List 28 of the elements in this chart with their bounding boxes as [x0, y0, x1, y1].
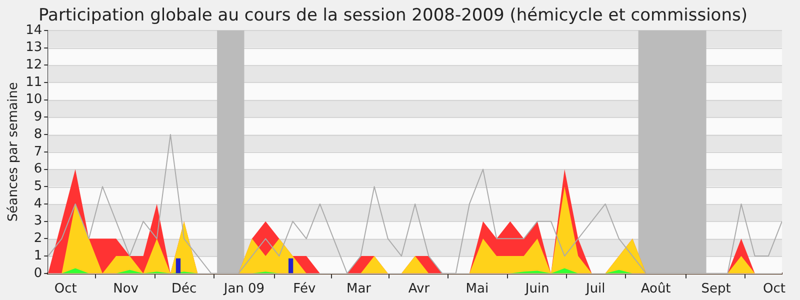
y-tick-label: 0	[34, 266, 42, 281]
y-tick-label: 12	[26, 57, 42, 72]
x-tick-label: Nov	[113, 282, 139, 297]
x-tick-label: Sept	[701, 282, 731, 297]
y-tick-label: 6	[34, 162, 42, 177]
y-tick-label: 7	[34, 144, 42, 160]
y-tick-label: 2	[34, 231, 42, 246]
y-tick-label: 5	[34, 178, 42, 194]
y-tick-label: 8	[34, 126, 42, 142]
x-tick-label: Déc	[171, 282, 197, 297]
y-axis-title: Séances par semaine	[6, 82, 22, 222]
x-tick-label: Août	[640, 282, 671, 297]
x-tick-label: Avr	[408, 282, 430, 297]
x-tick-label: Juil	[584, 282, 606, 297]
y-tick-label: 4	[34, 196, 42, 212]
y-tick-label: 9	[34, 110, 42, 125]
y-tick-label: 1	[34, 248, 42, 264]
x-tick-label: Oct	[54, 282, 77, 297]
x-tick-label: Juin	[524, 282, 550, 297]
x-tick-label: Oct	[762, 282, 786, 297]
y-tick-label: 3	[34, 214, 42, 229]
x-tick-label: Mar	[346, 282, 372, 297]
x-tick-label: Mai	[466, 282, 489, 297]
y-tick-label: 10	[26, 92, 42, 108]
y-tick-label: 13	[26, 40, 42, 56]
y-tick-label: 11	[26, 74, 42, 90]
x-tick-label: Fév	[293, 282, 316, 297]
x-tick-label: Jan 09	[222, 282, 265, 297]
